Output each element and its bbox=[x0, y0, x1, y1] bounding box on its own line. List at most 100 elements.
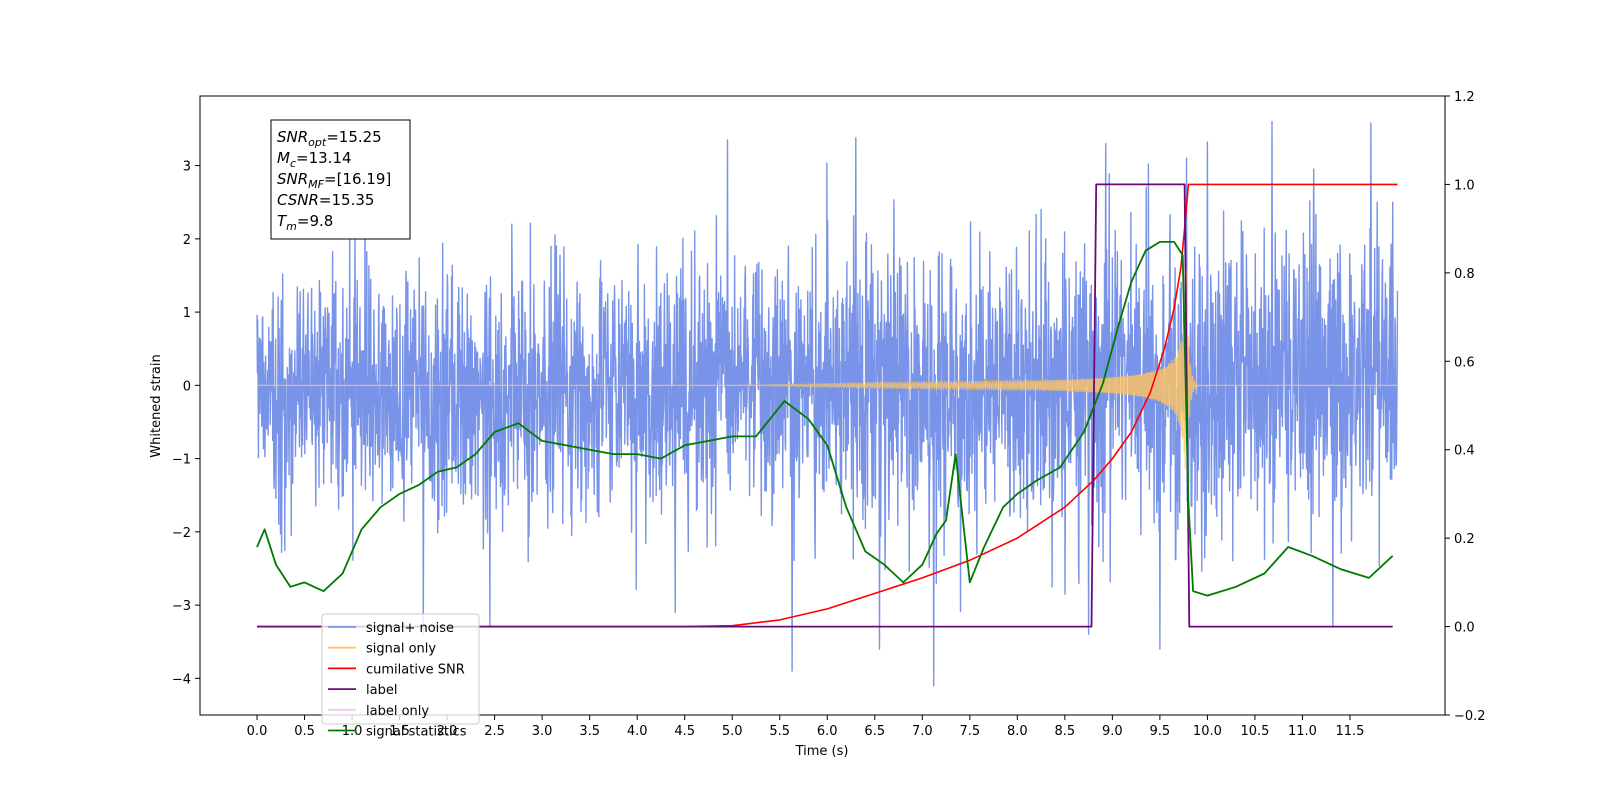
x-tick: 5.5 bbox=[769, 715, 790, 739]
y-tick-label: 2 bbox=[183, 233, 191, 248]
x-axis-label: Time (s) bbox=[795, 744, 849, 759]
y-tick-label: 3 bbox=[183, 160, 191, 175]
legend-label: signal+ noise bbox=[366, 621, 454, 636]
x-tick: 2.5 bbox=[484, 715, 505, 739]
y2-tick-label: 1.2 bbox=[1454, 90, 1475, 105]
y-tick-label: −2 bbox=[172, 526, 191, 541]
y2-tick-label: −0.2 bbox=[1454, 709, 1486, 724]
x-tick: 9.5 bbox=[1150, 715, 1171, 739]
y-tick: 2 bbox=[183, 233, 200, 248]
x-tick-label: 6.0 bbox=[817, 724, 838, 739]
x-tick-label: 10.5 bbox=[1240, 724, 1269, 739]
y2-tick: 0.8 bbox=[1445, 267, 1475, 282]
x-tick-label: 3.0 bbox=[532, 724, 553, 739]
y2-tick: 0.2 bbox=[1445, 532, 1475, 547]
x-tick: 11.0 bbox=[1288, 715, 1317, 739]
info-line: SNRopt=15.25 bbox=[277, 128, 382, 149]
y2-tick: 0.4 bbox=[1445, 444, 1475, 459]
x-tick-label: 9.0 bbox=[1102, 724, 1123, 739]
x-tick: 4.0 bbox=[627, 715, 648, 739]
legend-label: label only bbox=[366, 704, 429, 719]
x-tick-label: 11.0 bbox=[1288, 724, 1317, 739]
x-tick: 5.0 bbox=[722, 715, 743, 739]
x-tick: 6.0 bbox=[817, 715, 838, 739]
y2-tick-label: 0.6 bbox=[1454, 355, 1475, 370]
series-signal-noise bbox=[256, 120, 1399, 687]
legend-item: signal statistics bbox=[328, 725, 467, 740]
y2-tick-label: 0.0 bbox=[1454, 621, 1475, 636]
x-tick-label: 7.0 bbox=[912, 724, 933, 739]
x-tick: 4.5 bbox=[674, 715, 695, 739]
x-tick-label: 9.5 bbox=[1150, 724, 1171, 739]
y2-tick-label: 0.8 bbox=[1454, 267, 1475, 282]
x-tick-label: 1.0 bbox=[342, 724, 363, 739]
x-tick: 9.0 bbox=[1102, 715, 1123, 739]
legend-label: cumilative SNR bbox=[366, 662, 465, 677]
y2-tick: 1.0 bbox=[1445, 178, 1475, 193]
x-tick-label: 5.0 bbox=[722, 724, 743, 739]
x-tick: 10.0 bbox=[1193, 715, 1222, 739]
x-tick-label: 1.5 bbox=[389, 724, 410, 739]
x-tick-label: 0.5 bbox=[294, 724, 315, 739]
info-line: SNRMF=[16.19] bbox=[277, 170, 391, 191]
y2-tick: −0.2 bbox=[1445, 709, 1486, 724]
x-tick: 3.0 bbox=[532, 715, 553, 739]
y-tick: −4 bbox=[172, 672, 200, 687]
series-signal-only bbox=[257, 269, 1398, 469]
y-tick: −2 bbox=[172, 526, 200, 541]
y-axis-right: −0.2 0.0 0.2 0.4 0.6 0.8 1.0 1.2 bbox=[1445, 90, 1486, 724]
x-tick: 8.5 bbox=[1055, 715, 1076, 739]
x-axis: 0.0 0.5 1.0 1.5 2.0 2.5 3.0 3.5 4.0 4.5 5.0 5.5 6.0 6… bbox=[247, 715, 1364, 739]
y-tick: 0 bbox=[183, 379, 200, 394]
legend-label: signal statistics bbox=[366, 725, 467, 740]
x-tick: 0.5 bbox=[294, 715, 315, 739]
x-tick-label: 7.5 bbox=[959, 724, 980, 739]
x-tick: 6.5 bbox=[864, 715, 885, 739]
legend-item: signal only bbox=[328, 642, 436, 657]
legend-item: signal+ noise bbox=[328, 621, 454, 636]
y2-tick: 1.2 bbox=[1445, 90, 1475, 105]
x-tick-label: 10.0 bbox=[1193, 724, 1222, 739]
series-label bbox=[257, 183, 1393, 628]
y2-tick: 0.0 bbox=[1445, 621, 1475, 636]
x-tick: 0.0 bbox=[247, 715, 268, 739]
x-tick-label: 5.5 bbox=[769, 724, 790, 739]
x-tick: 11.5 bbox=[1335, 715, 1364, 739]
y-tick-label: −1 bbox=[172, 453, 191, 468]
legend-label: label bbox=[366, 683, 397, 698]
info-line: Tm=9.8 bbox=[277, 212, 333, 233]
x-tick-label: 0.0 bbox=[247, 724, 268, 739]
info-line: Mc=13.14 bbox=[277, 149, 352, 170]
y-tick-label: −4 bbox=[172, 672, 191, 687]
x-tick-label: 2.0 bbox=[437, 724, 458, 739]
info-box: SNRopt=15.25Mc=13.14SNRMF=[16.19]CSNR=15… bbox=[270, 119, 411, 240]
y2-tick-label: 0.4 bbox=[1454, 444, 1475, 459]
x-tick-label: 3.5 bbox=[579, 724, 600, 739]
y-tick: −1 bbox=[172, 453, 200, 468]
y-tick: −3 bbox=[172, 599, 200, 614]
axes-frame bbox=[199, 95, 1446, 716]
info-line: CSNR=15.35 bbox=[277, 191, 374, 209]
legend-label: signal only bbox=[366, 642, 436, 657]
y-tick: 3 bbox=[183, 160, 200, 175]
x-tick: 3.5 bbox=[579, 715, 600, 739]
series-cumulative-snr bbox=[257, 183, 1398, 628]
x-tick-label: 2.5 bbox=[484, 724, 505, 739]
x-tick: 7.0 bbox=[912, 715, 933, 739]
legend-item: label bbox=[328, 683, 397, 698]
x-tick-label: 11.5 bbox=[1335, 724, 1364, 739]
x-tick: 10.5 bbox=[1240, 715, 1269, 739]
series-signal-statistics bbox=[256, 240, 1394, 597]
x-tick-label: 8.0 bbox=[1007, 724, 1028, 739]
x-tick-label: 8.5 bbox=[1055, 724, 1076, 739]
y-axis-left: −4 −3 −2 −1 0 1 2 3 bbox=[172, 160, 200, 687]
legend-item: label only bbox=[328, 704, 429, 719]
y-tick-label: −3 bbox=[172, 599, 191, 614]
x-tick-label: 6.5 bbox=[864, 724, 885, 739]
y-tick: 1 bbox=[183, 306, 200, 321]
y-tick-label: 0 bbox=[183, 379, 191, 394]
y2-tick: 0.6 bbox=[1445, 355, 1475, 370]
y2-tick-label: 0.2 bbox=[1454, 532, 1475, 547]
x-tick: 7.5 bbox=[959, 715, 980, 739]
